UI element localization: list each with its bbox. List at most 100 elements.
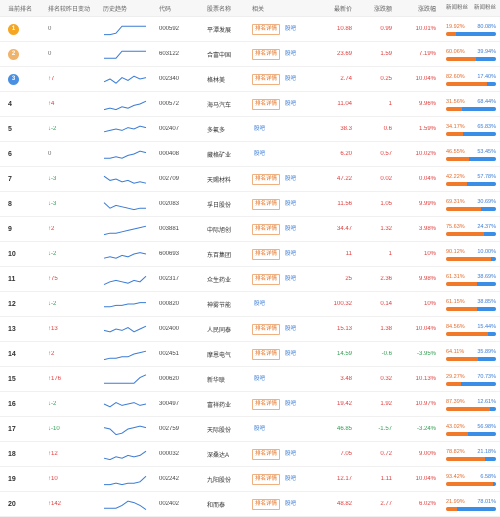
trend-sparkline[interactable] bbox=[103, 96, 155, 112]
trend-sparkline[interactable] bbox=[103, 221, 155, 237]
header-change[interactable]: 排名较昨日变动 bbox=[48, 6, 91, 13]
stock-code[interactable]: 002402 bbox=[159, 501, 180, 507]
stock-bar-link[interactable]: 股吧 bbox=[285, 225, 297, 232]
stock-bar-link[interactable]: 股吧 bbox=[285, 275, 297, 282]
trend-sparkline[interactable] bbox=[103, 271, 155, 287]
trend-sparkline[interactable] bbox=[103, 46, 155, 62]
table-row[interactable]: 20 ↑142 002402 和而泰 排名详情 股吧 48.82 2.77 6.0… bbox=[0, 492, 500, 517]
trend-sparkline[interactable] bbox=[103, 471, 155, 487]
stock-code[interactable]: 000572 bbox=[159, 101, 180, 107]
stock-name[interactable]: 人民同泰 bbox=[207, 327, 232, 334]
trend-sparkline[interactable] bbox=[103, 446, 155, 462]
header-rank[interactable]: 当前排名 bbox=[8, 6, 33, 13]
trend-sparkline[interactable] bbox=[103, 421, 155, 437]
stock-bar-link[interactable]: 股吧 bbox=[285, 325, 297, 332]
stock-bar-link[interactable]: 股吧 bbox=[254, 125, 266, 132]
stock-name[interactable]: 格林美 bbox=[207, 77, 226, 84]
stock-bar-link[interactable]: 股吧 bbox=[285, 200, 297, 207]
stock-bar-link[interactable]: 股吧 bbox=[285, 475, 297, 482]
rank-detail-link[interactable]: 排名详情 bbox=[252, 223, 281, 235]
rank-detail-link[interactable]: 排名详情 bbox=[252, 198, 281, 210]
stock-name[interactable]: 藏格矿业 bbox=[207, 152, 232, 159]
trend-sparkline[interactable] bbox=[103, 196, 155, 212]
stock-code[interactable]: 003881 bbox=[159, 226, 180, 232]
stock-code[interactable]: 002451 bbox=[159, 351, 180, 357]
stock-bar-link[interactable]: 股吧 bbox=[285, 75, 297, 82]
rank-detail-link[interactable]: 排名详情 bbox=[252, 273, 281, 285]
trend-sparkline[interactable] bbox=[103, 321, 155, 337]
rank-detail-link[interactable]: 排名详情 bbox=[252, 173, 281, 185]
stock-bar-link[interactable]: 股吧 bbox=[285, 250, 297, 257]
table-row[interactable]: 12 ↓-2 000820 神雾节能 股吧 100.32 0.14 10% 61… bbox=[0, 292, 500, 317]
stock-bar-link[interactable]: 股吧 bbox=[285, 500, 297, 507]
stock-bar-link[interactable]: 股吧 bbox=[285, 450, 297, 457]
stock-name[interactable]: 天际股份 bbox=[207, 427, 232, 434]
trend-sparkline[interactable] bbox=[103, 296, 155, 312]
stock-name[interactable]: 中际旭创 bbox=[207, 227, 232, 234]
stock-name[interactable]: 多氟多 bbox=[207, 127, 226, 134]
stock-name[interactable]: 神雾节能 bbox=[207, 302, 232, 309]
stock-code[interactable]: 603122 bbox=[159, 51, 180, 57]
stock-bar-link[interactable]: 股吧 bbox=[254, 425, 266, 432]
rank-detail-link[interactable]: 排名详情 bbox=[252, 498, 281, 510]
table-row[interactable]: 10 ↓-2 600693 东百集团 排名详情 股吧 11 1 10% 90.12… bbox=[0, 242, 500, 267]
stock-name[interactable]: 东百集团 bbox=[207, 252, 232, 259]
table-row[interactable]: 2 0 603122 合富中国 排名详情 股吧 23.69 1.59 7.19% … bbox=[0, 42, 500, 67]
stock-bar-link[interactable]: 股吧 bbox=[285, 25, 297, 32]
stock-code[interactable]: 000032 bbox=[159, 451, 180, 457]
header-price[interactable]: 最新价 bbox=[333, 6, 352, 13]
stock-code[interactable]: 002317 bbox=[159, 276, 180, 282]
stock-code[interactable]: 000620 bbox=[159, 376, 180, 382]
table-row[interactable]: 16 ↓-2 300497 富祥药业 排名详情 股吧 19.42 1.92 10.… bbox=[0, 392, 500, 417]
header-pct[interactable]: 涨跌幅 bbox=[417, 6, 436, 13]
rank-detail-link[interactable]: 排名详情 bbox=[252, 73, 281, 85]
stock-code[interactable]: 002407 bbox=[159, 126, 180, 132]
stock-name[interactable]: 和而泰 bbox=[207, 502, 226, 509]
stock-bar-link[interactable]: 股吧 bbox=[285, 100, 297, 107]
stock-name[interactable]: 合富中国 bbox=[207, 52, 232, 59]
trend-sparkline[interactable] bbox=[103, 146, 155, 162]
stock-code[interactable]: 000408 bbox=[159, 151, 180, 157]
stock-bar-link[interactable]: 股吧 bbox=[285, 50, 297, 57]
table-row[interactable]: 13 ↑13 002400 人民同泰 排名详情 股吧 15.13 1.38 10.… bbox=[0, 317, 500, 342]
stock-name[interactable]: 富祥药业 bbox=[207, 402, 232, 409]
trend-sparkline[interactable] bbox=[103, 496, 155, 512]
stock-name[interactable]: 孚日股份 bbox=[207, 202, 232, 209]
trend-sparkline[interactable] bbox=[103, 171, 155, 187]
stock-name[interactable]: 天赐材料 bbox=[207, 177, 232, 184]
rank-detail-link[interactable]: 排名详情 bbox=[252, 448, 281, 460]
stock-code[interactable]: 000820 bbox=[159, 301, 180, 307]
stock-bar-link[interactable]: 股吧 bbox=[254, 375, 266, 382]
stock-name[interactable]: 平潭发展 bbox=[207, 27, 232, 34]
stock-name[interactable]: 深桑达A bbox=[207, 452, 230, 459]
table-row[interactable]: 14 ↑2 002451 摩恩电气 排名详情 股吧 14.59 -0.6 -3.9… bbox=[0, 342, 500, 367]
stock-name[interactable]: 海马汽车 bbox=[207, 102, 232, 109]
stock-code[interactable]: 600693 bbox=[159, 251, 180, 257]
stock-code[interactable]: 002083 bbox=[159, 201, 180, 207]
stock-name[interactable]: 摩恩电气 bbox=[207, 352, 232, 359]
stock-code[interactable]: 002400 bbox=[159, 326, 180, 332]
rank-detail-link[interactable]: 排名详情 bbox=[252, 473, 281, 485]
table-row[interactable]: 9 ↑2 003881 中际旭创 排名详情 股吧 34.47 1.32 3.98%… bbox=[0, 217, 500, 242]
stock-bar-link[interactable]: 股吧 bbox=[285, 400, 297, 407]
rank-detail-link[interactable]: 排名详情 bbox=[252, 248, 281, 260]
table-row[interactable]: 1 0 000592 平潭发展 排名详情 股吧 10.88 0.99 10.01%… bbox=[0, 17, 500, 42]
stock-bar-link[interactable]: 股吧 bbox=[254, 300, 266, 307]
table-row[interactable]: 11 ↑75 002317 众生药业 排名详情 股吧 25 2.36 9.98% … bbox=[0, 267, 500, 292]
table-row[interactable]: 3 ↑7 002340 格林美 排名详情 股吧 2.74 0.25 10.04% … bbox=[0, 67, 500, 92]
rank-detail-link[interactable]: 排名详情 bbox=[252, 48, 281, 60]
trend-sparkline[interactable] bbox=[103, 371, 155, 387]
stock-bar-link[interactable]: 股吧 bbox=[254, 150, 266, 157]
trend-sparkline[interactable] bbox=[103, 121, 155, 137]
stock-code[interactable]: 300497 bbox=[159, 401, 180, 407]
trend-sparkline[interactable] bbox=[103, 246, 155, 262]
header-amount[interactable]: 涨跌额 bbox=[373, 6, 392, 13]
stock-name[interactable]: 新华联 bbox=[207, 377, 226, 384]
table-row[interactable]: 19 ↑10 002242 九阳股份 排名详情 股吧 12.17 1.11 10.… bbox=[0, 467, 500, 492]
table-row[interactable]: 4 ↑4 000572 海马汽车 排名详情 股吧 11.04 1 9.96% 31… bbox=[0, 92, 500, 117]
stock-name[interactable]: 九阳股份 bbox=[207, 477, 232, 484]
table-row[interactable]: 17 ↓-10 002759 天际股份 股吧 46.85 -1.57 -3.24… bbox=[0, 417, 500, 442]
rank-detail-link[interactable]: 排名详情 bbox=[252, 98, 281, 110]
rank-detail-link[interactable]: 排名详情 bbox=[252, 323, 281, 335]
table-row[interactable]: 8 ↓-3 002083 孚日股份 排名详情 股吧 11.56 1.05 9.99… bbox=[0, 192, 500, 217]
